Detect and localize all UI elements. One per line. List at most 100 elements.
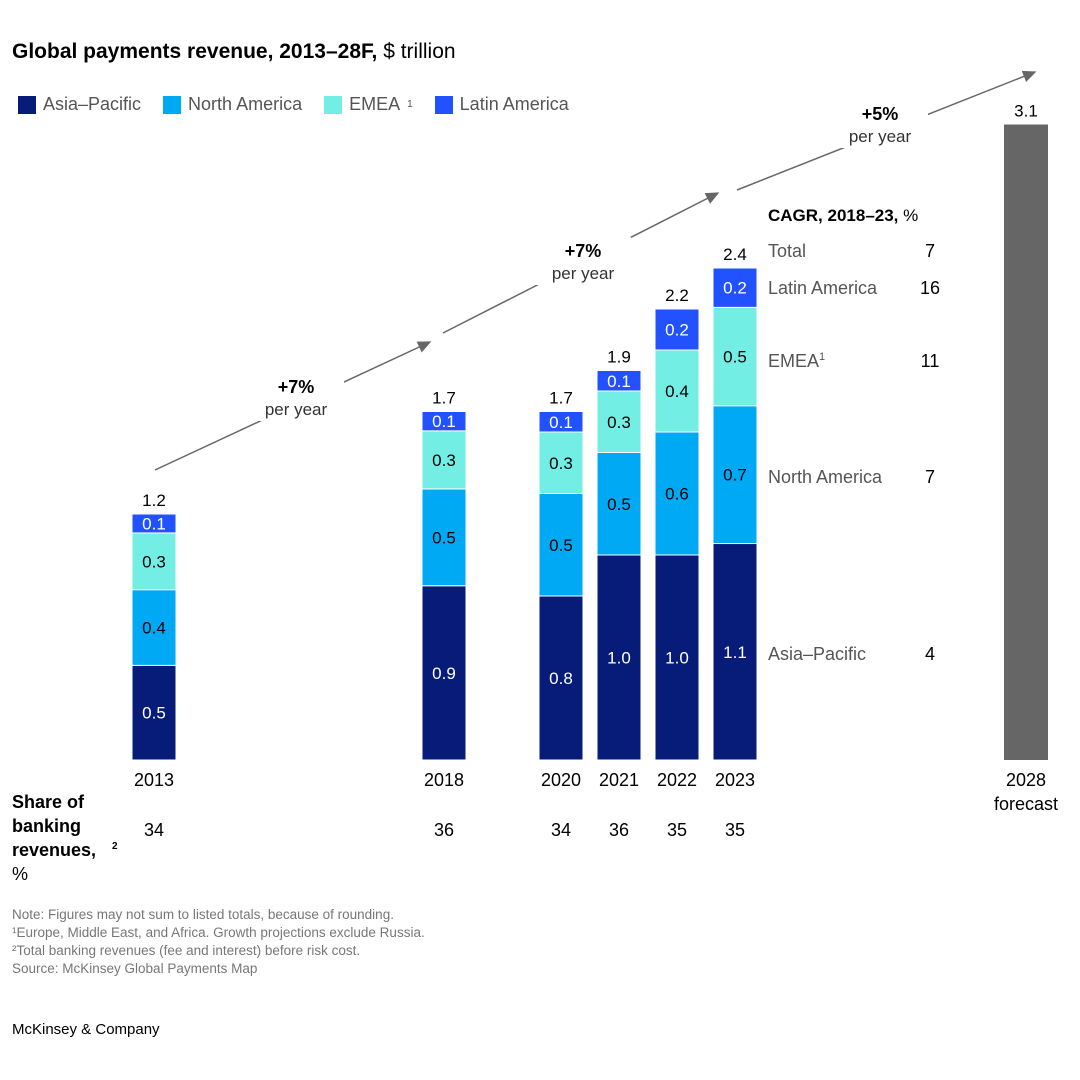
cagr-row-label: EMEA1 bbox=[768, 351, 825, 371]
x-tick-label: 2023 bbox=[715, 770, 755, 790]
arrow-label-bg bbox=[535, 237, 631, 285]
cagr-row-value: 11 bbox=[921, 351, 940, 371]
segment-label: 0.1 bbox=[607, 372, 631, 391]
bar-segment-latin-america bbox=[538, 411, 584, 433]
growth-label: per year bbox=[552, 264, 615, 283]
x-tick-label: 2028 bbox=[1006, 770, 1046, 790]
bar-segment-asia-pacific bbox=[596, 554, 642, 761]
footnotes: Note: Figures may not sum to listed tota… bbox=[12, 906, 425, 978]
segment-label: 0.3 bbox=[607, 413, 631, 432]
x-tick-label: 2020 bbox=[541, 770, 581, 790]
segment-label: 0.4 bbox=[142, 619, 166, 638]
x-tick-sublabel: forecast bbox=[994, 794, 1058, 814]
share-value: 36 bbox=[434, 820, 454, 840]
bar-segment-emea bbox=[712, 306, 758, 407]
segment-label: 0.1 bbox=[549, 413, 573, 432]
share-value: 35 bbox=[667, 820, 687, 840]
cagr-row-label: Latin America bbox=[768, 278, 878, 298]
bar-segment-north-america bbox=[654, 431, 700, 556]
total-label: 1.2 bbox=[142, 491, 166, 510]
note-source: Source: McKinsey Global Payments Map bbox=[12, 961, 258, 976]
bar-segment-emea bbox=[131, 532, 177, 591]
growth-label: per year bbox=[849, 127, 912, 146]
total-label: 2.2 bbox=[665, 286, 689, 305]
x-tick-label: 2021 bbox=[599, 770, 639, 790]
segment-label: 1.1 bbox=[723, 643, 747, 662]
share-value: 35 bbox=[725, 820, 745, 840]
bar-segment-north-america bbox=[596, 452, 642, 556]
legend-item-asia-pacific: Asia–Pacific bbox=[18, 94, 141, 115]
bar-segment-north-america bbox=[538, 493, 584, 597]
segment-label: 0.5 bbox=[432, 528, 456, 547]
segment-label: 0.2 bbox=[665, 321, 689, 340]
cagr-row-label: Asia–Pacific bbox=[768, 644, 866, 664]
segment-label: 0.5 bbox=[549, 536, 573, 555]
share-value: 34 bbox=[551, 820, 571, 840]
total-label: 3.1 bbox=[1014, 102, 1038, 121]
total-label: 1.7 bbox=[432, 389, 456, 408]
note-banking: ²Total banking revenues (fee and interes… bbox=[12, 943, 361, 958]
bar-segment-latin-america bbox=[421, 411, 467, 432]
segment-label: 0.8 bbox=[549, 669, 573, 688]
bar-segment-asia-pacific bbox=[538, 595, 584, 761]
cagr-row-value: 16 bbox=[920, 278, 940, 298]
segment-label: 0.5 bbox=[142, 704, 166, 723]
x-tick-label: 2013 bbox=[134, 770, 174, 790]
bar-segment-north-america bbox=[712, 405, 758, 545]
bar-segment-asia-pacific bbox=[421, 585, 467, 761]
legend-swatch bbox=[434, 95, 453, 114]
bar-segment-emea bbox=[596, 390, 642, 453]
segment-label: 0.1 bbox=[142, 514, 166, 533]
bar-segment-asia-pacific bbox=[712, 543, 758, 761]
growth-rate: +7% bbox=[565, 241, 602, 261]
note-rounding: Note: Figures may not sum to listed tota… bbox=[12, 907, 394, 922]
chart-title: Global payments revenue, 2013–28F, $ tri… bbox=[12, 40, 456, 63]
share-value: 34 bbox=[144, 820, 164, 840]
arrow-label-bg bbox=[832, 100, 928, 148]
segment-label: 0.3 bbox=[142, 552, 166, 571]
segment-label: 0.3 bbox=[549, 454, 573, 473]
bar-segment-north-america bbox=[131, 589, 177, 666]
cagr-row-value: 4 bbox=[925, 644, 935, 664]
bar-segment-latin-america bbox=[712, 267, 758, 308]
segment-label: 0.5 bbox=[723, 348, 747, 367]
segment-label: 0.4 bbox=[665, 382, 689, 401]
segment-label: 1.0 bbox=[665, 649, 689, 668]
bar-segment-latin-america bbox=[131, 513, 177, 534]
total-label: 1.9 bbox=[607, 348, 631, 367]
cagr-row-value: 7 bbox=[925, 467, 935, 487]
cagr-row-value: 7 bbox=[925, 241, 935, 261]
legend-swatch bbox=[18, 95, 36, 114]
segment-label: 1.0 bbox=[607, 649, 631, 668]
growth-rate: +5% bbox=[862, 104, 899, 124]
bar-segment-latin-america bbox=[654, 308, 700, 351]
growth-rate: +7% bbox=[278, 377, 315, 397]
segment-label: 0.1 bbox=[432, 412, 456, 431]
segment-label: 0.5 bbox=[607, 495, 631, 514]
legend: Asia–Pacific North America EMEA 1 Latin A… bbox=[18, 94, 569, 115]
note-emea: ¹Europe, Middle East, and Africa. Growth… bbox=[12, 925, 425, 940]
x-tick-label: 2022 bbox=[657, 770, 697, 790]
cagr-row-label: North America bbox=[768, 467, 883, 487]
total-label: 1.7 bbox=[549, 389, 573, 408]
legend-item-north-america: North America bbox=[163, 94, 302, 115]
share-value: 36 bbox=[609, 820, 629, 840]
bar-forecast bbox=[1004, 124, 1048, 760]
bar-segment-emea bbox=[421, 430, 467, 490]
x-tick-label: 2018 bbox=[424, 770, 464, 790]
growth-label: per year bbox=[265, 400, 328, 419]
bar-segment-north-america bbox=[421, 488, 467, 587]
legend-swatch bbox=[163, 95, 182, 114]
bar-segment-emea bbox=[538, 431, 584, 494]
bar-segment-asia-pacific bbox=[131, 664, 177, 761]
legend-swatch bbox=[324, 95, 343, 114]
arrow-label-bg bbox=[248, 373, 344, 421]
cagr-header: CAGR, 2018–23, % bbox=[768, 206, 919, 225]
segment-label: 0.7 bbox=[723, 466, 747, 485]
brand-logo-text: McKinsey & Company bbox=[12, 1021, 160, 1038]
legend-item-emea: EMEA 1 bbox=[324, 94, 413, 115]
legend-item-latin-america: Latin America bbox=[434, 94, 569, 115]
cagr-row-label: Total bbox=[768, 241, 806, 261]
